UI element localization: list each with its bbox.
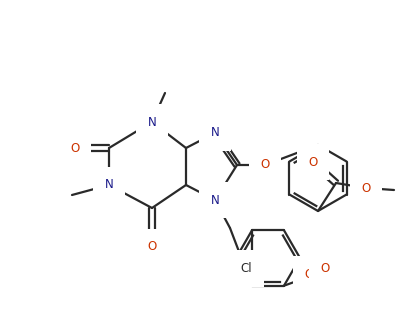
Text: N: N [148,116,156,128]
Text: O: O [260,159,269,171]
Text: N: N [211,193,219,207]
Text: O: O [361,181,371,194]
Text: O: O [148,241,157,253]
Text: Cl: Cl [240,262,252,275]
Text: O: O [304,268,314,281]
Text: N: N [211,127,219,139]
Text: N: N [105,178,113,192]
Text: O: O [70,142,80,154]
Text: O: O [320,263,330,275]
Text: O: O [308,155,318,169]
